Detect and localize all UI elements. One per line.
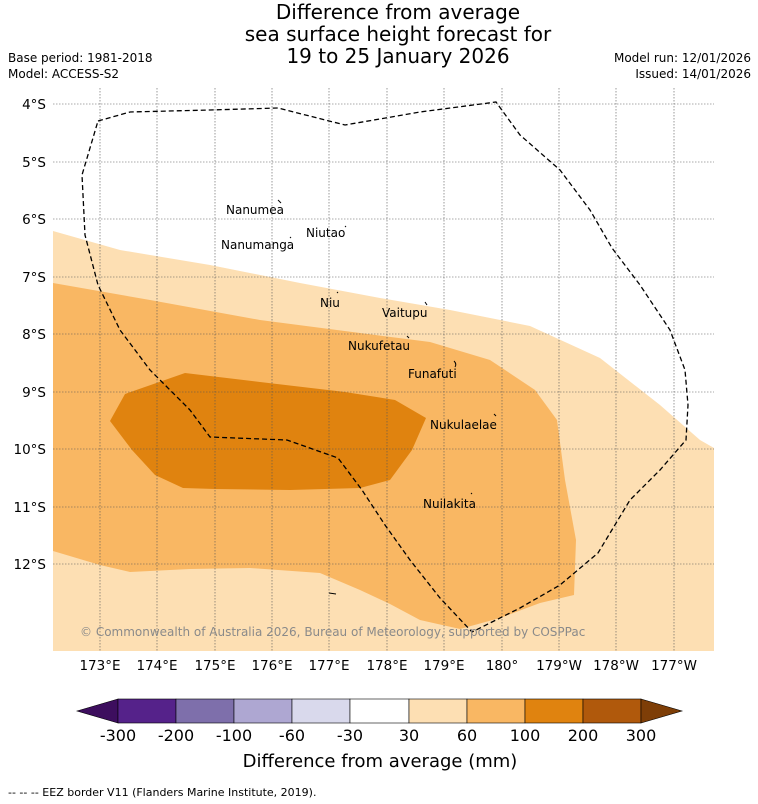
colorbar-label: -100 [216,726,252,745]
island-label-nanumea: Nanumea [226,203,284,217]
latitude-axis: 4°S 5°S 6°S 7°S 8°S 9°S 10°S 11°S 12°S [14,97,47,573]
colorbar-segment [408,698,468,724]
lon-tick-177w: 177°W [651,658,697,674]
colorbar-segment [349,698,410,724]
longitude-axis: 173°E 174°E 175°E 176°E 177°E 178°E 179°… [79,658,696,674]
colorbar-segment [233,698,293,724]
colorbar-label: 100 [510,726,541,745]
colorbar-segment [117,698,177,724]
colorbar: -300 -200 -100 -60 -30 30 60 100 200 300… [75,698,684,772]
lat-tick-5s: 5°S [22,155,46,171]
model-run: Model run: 12/01/2026 [613,51,751,65]
issued-date: Issued: 14/01/2026 [635,67,751,81]
colorbar-segment [582,698,642,724]
colorbar-label: -60 [279,726,305,745]
island-label-niu: Niu [320,296,340,310]
lon-tick-174e: 174°E [136,658,177,674]
anomaly-region-100-200 [110,373,426,490]
island-label-nuilakita: Nuilakita [423,497,476,511]
vaitupu-island-shape [424,301,428,306]
lat-tick-7s: 7°S [22,270,46,286]
island-label-nukufetau: Nukufetau [348,339,410,353]
nanumanga-island-shape [289,236,292,239]
model-name: Model: ACCESS-S2 [8,67,120,81]
island-shapes [277,199,497,595]
island-label-funafuti: Funafuti [408,367,457,381]
lon-tick-179w: 179°W [536,658,582,674]
colorbar-segment [175,698,235,724]
island-label-niutao: Niutao [306,226,345,240]
niu-island-shape [336,291,339,294]
lat-tick-9s: 9°S [22,385,46,401]
colorbar-label: -30 [337,726,363,745]
nuilakita-island-shape [470,492,473,495]
lon-tick-175e: 175°E [194,658,235,674]
lat-tick-11s: 11°S [14,500,47,516]
lon-tick-173e: 173°E [79,658,120,674]
lat-tick-6s: 6°S [22,212,46,228]
island-label-nukulaelae: Nukulaelae [430,418,497,432]
colorbar-label: -200 [158,726,194,745]
island-labels: Nanumea Nanumanga Niutao Niu Vaitupu Nuk… [221,203,497,511]
map-title-line-2: sea surface height forecast for [244,22,552,46]
island-label-vaitupu: Vaitupu [382,306,428,320]
colorbar-segment [291,698,351,724]
map-area: Nanumea Nanumanga Niutao Niu Vaitupu Nuk… [53,88,714,651]
colorbar-segment [524,698,584,724]
colorbar-label: 60 [457,726,477,745]
lon-tick-180: 180° [486,658,519,674]
colorbar-high-arrow [640,698,684,724]
nukufetau-island-shape [406,335,410,339]
nukulaelae-island-shape [493,413,497,417]
lat-tick-10s: 10°S [14,442,47,458]
eez-footnote: -- -- -- EEZ border V11 (Flanders Marine… [8,786,317,799]
southern-islet-shape [328,592,337,595]
lon-tick-178e: 178°E [366,658,407,674]
colorbar-label: -300 [100,726,136,745]
lat-tick-12s: 12°S [14,557,47,573]
funafuti-island-shape [453,360,457,368]
colorbar-title: Difference from average (mm) [243,751,518,772]
eez-border [81,101,689,633]
longitude-gridlines [99,88,675,651]
lat-tick-4s: 4°S [22,97,46,113]
lon-tick-176e: 176°E [251,658,292,674]
nanumea-island-shape [277,199,282,204]
island-label-nanumanga: Nanumanga [221,238,294,252]
colorbar-segment [466,698,526,724]
base-period: Base period: 1981-2018 [8,51,153,65]
lat-tick-8s: 8°S [22,327,46,343]
colorbar-low-arrow [75,698,119,724]
colorbar-label: 300 [626,726,657,745]
map-title-line-1: Difference from average [275,0,521,24]
colorbar-labels: -300 -200 -100 -60 -30 30 60 100 200 300 [100,726,656,745]
colorbar-label: 200 [568,726,599,745]
colorbar-label: 30 [399,726,419,745]
latitude-gridlines [53,103,714,565]
lon-tick-177e: 177°E [308,658,349,674]
map-title-line-3: 19 to 25 January 2026 [286,44,510,68]
lon-tick-178w: 178°W [593,658,639,674]
copyright-notice: © Commonwealth of Australia 2026, Bureau… [80,625,585,639]
lon-tick-179e: 179°E [423,658,464,674]
niutao-island-shape [344,225,347,228]
